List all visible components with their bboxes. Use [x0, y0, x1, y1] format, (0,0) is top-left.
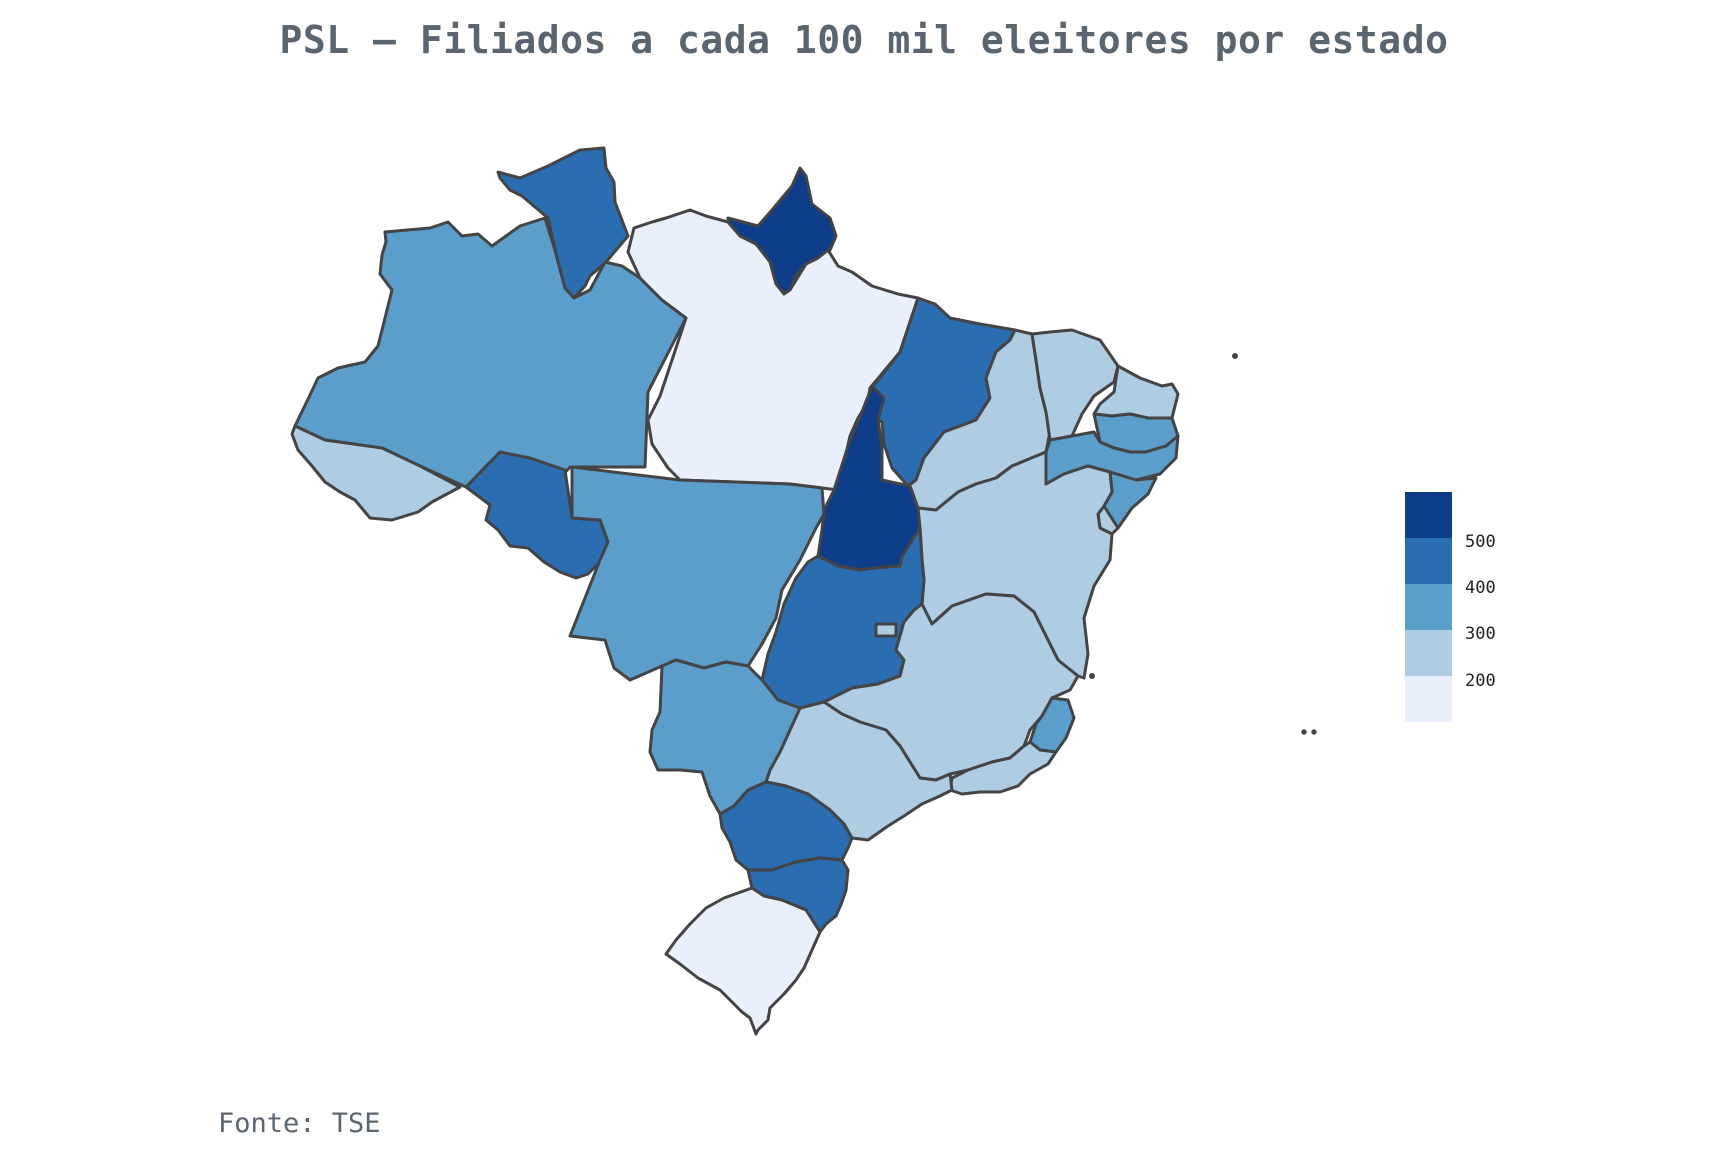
- state-ro: [464, 450, 610, 580]
- state-am: [293, 216, 688, 489]
- legend-label-300: 300: [1465, 624, 1496, 644]
- legend-label-200: 200: [1465, 671, 1496, 691]
- legend-swatch-below-200: [1405, 676, 1452, 722]
- state-ce: [1030, 328, 1120, 442]
- legend-swatch-400-500: [1405, 538, 1452, 584]
- legend-label-400: 400: [1465, 578, 1496, 598]
- island-martim-vaz: [1311, 729, 1317, 735]
- color-legend: [1405, 492, 1452, 722]
- island-trindade: [1301, 729, 1307, 735]
- island-fernando-de-noronha: [1232, 353, 1238, 359]
- state-rj: [948, 740, 1058, 796]
- legend-swatch-500-plus: [1405, 492, 1452, 538]
- state-pa: [626, 208, 920, 492]
- state-df: [874, 622, 898, 638]
- map-title: PSL – Filiados a cada 100 mil eleitores …: [279, 18, 1449, 62]
- legend-swatch-300-400: [1405, 584, 1452, 630]
- legend-label-500: 500: [1465, 532, 1496, 552]
- state-rr: [496, 146, 630, 300]
- island-abrolhos: [1089, 673, 1095, 679]
- source-note: Fonte: TSE: [218, 1108, 381, 1139]
- state-ac: [290, 424, 462, 522]
- legend-swatch-200-300: [1405, 630, 1452, 676]
- state-rs: [664, 886, 822, 1036]
